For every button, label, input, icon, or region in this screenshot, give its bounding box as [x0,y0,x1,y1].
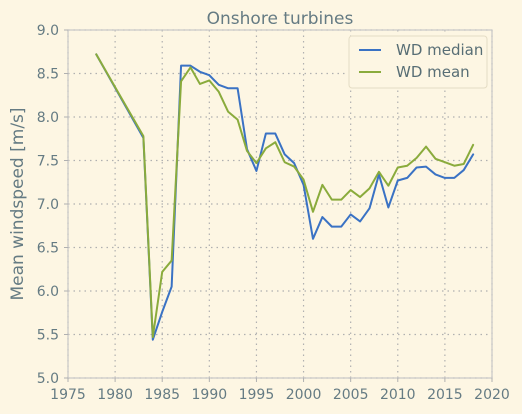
x-tick-label: 1990 [192,387,228,403]
x-tick-label: 2020 [474,387,510,403]
y-tick-label: 5.5 [37,328,59,344]
chart-title: Onshore turbines [207,9,354,29]
x-tick-label: 1980 [97,387,133,403]
y-tick-label: 8.5 [37,67,59,83]
y-axis-label: Mean windspeed [m/s] [8,107,28,300]
series-line-wd-median [95,53,475,341]
y-tick-label: 7.0 [37,197,59,213]
y-tick-label: 9.0 [37,23,59,39]
y-tick-label: 6.0 [37,284,59,300]
legend-box [348,35,488,89]
series-line-wd-mean [95,53,475,339]
x-tick-label: 1975 [50,387,86,403]
x-tick-label: 1985 [144,387,180,403]
series-lines [95,53,475,341]
x-tick-label: 2010 [380,387,416,403]
y-tick-label: 5.0 [37,371,59,387]
axis-ticks: 1975 1980 1985 1990 1995 2000 2005 2010 2015 2020… [37,23,510,403]
y-tick-label: 7.5 [37,154,59,170]
legend-label: WD mean [396,63,470,81]
x-tick-label: 2005 [333,387,369,403]
x-tick-label: 2000 [286,387,322,403]
x-tick-label: 1995 [239,387,275,403]
legend: WD median WD mean [348,35,488,89]
x-tick-label: 2015 [427,387,463,403]
y-tick-label: 6.5 [37,241,59,257]
y-tick-label: 8.0 [37,110,59,126]
legend-label: WD median [396,41,483,59]
